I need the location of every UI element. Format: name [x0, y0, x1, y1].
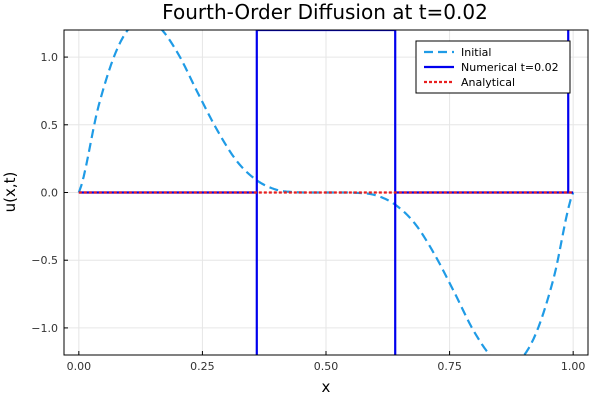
y-tick-label: −1.0 — [31, 322, 58, 335]
legend-label: Numerical t=0.02 — [461, 61, 559, 74]
y-axis-label: u(x,t) — [1, 172, 19, 213]
y-tick-label: −0.5 — [31, 254, 58, 267]
legend-label: Analytical — [461, 76, 515, 89]
x-tick-label: 0.25 — [190, 360, 215, 373]
x-tick-label: 0.75 — [437, 360, 462, 373]
x-axis-ticks: 0.00 0.25 0.50 0.75 1.00 — [67, 351, 586, 373]
y-tick-label: 1.0 — [41, 51, 59, 64]
legend: Initial Numerical t=0.02 Analytical — [415, 40, 571, 94]
y-tick-label: 0.5 — [41, 119, 59, 132]
x-tick-label: 0.00 — [67, 360, 92, 373]
x-tick-label: 0.50 — [314, 360, 339, 373]
y-axis-ticks: −1.0 −0.5 0.0 0.5 1.0 — [31, 51, 68, 335]
x-tick-label: 1.00 — [561, 360, 586, 373]
y-tick-label: 0.0 — [41, 187, 59, 200]
legend-label: Initial — [461, 46, 491, 59]
chart-title: Fourth-Order Diffusion at t=0.02 — [162, 0, 488, 24]
x-axis-label: x — [322, 378, 331, 396]
